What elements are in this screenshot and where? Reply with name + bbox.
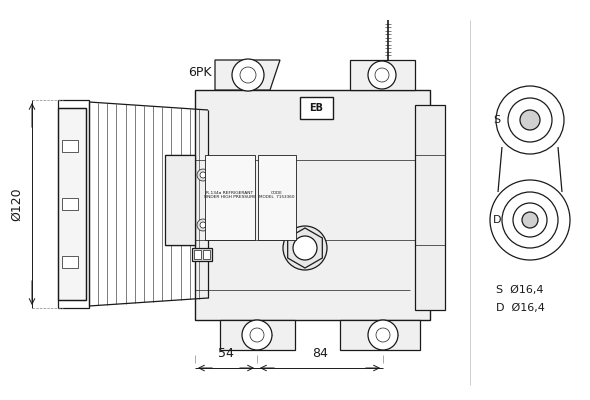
Circle shape	[197, 169, 209, 181]
Circle shape	[376, 328, 390, 342]
Text: R-134a REFRIGERANT
UNDER HIGH PRESSURE: R-134a REFRIGERANT UNDER HIGH PRESSURE	[204, 191, 256, 199]
Ellipse shape	[490, 180, 570, 260]
Bar	[192, 248, 212, 261]
Polygon shape	[288, 228, 322, 268]
Circle shape	[240, 67, 256, 83]
Text: 84: 84	[312, 347, 328, 360]
Bar	[205, 155, 255, 240]
Polygon shape	[220, 320, 295, 350]
Bar	[194, 250, 201, 259]
Circle shape	[293, 236, 317, 260]
Bar	[203, 250, 210, 259]
Circle shape	[375, 68, 389, 82]
Circle shape	[283, 226, 327, 270]
Bar	[58, 108, 86, 300]
Text: 54: 54	[218, 347, 234, 360]
Bar	[165, 155, 195, 245]
Circle shape	[522, 212, 538, 228]
Text: EB: EB	[309, 103, 323, 113]
Text: S  Ø16,4: S Ø16,4	[496, 285, 543, 295]
Circle shape	[250, 328, 264, 342]
Circle shape	[368, 320, 398, 350]
Text: D: D	[493, 215, 502, 225]
Circle shape	[520, 110, 540, 130]
Bar	[195, 90, 430, 320]
Bar	[300, 97, 333, 119]
Polygon shape	[350, 60, 415, 90]
Text: 6PK: 6PK	[188, 66, 212, 78]
Bar	[58, 100, 89, 308]
Text: CODE
MODEL  7153360: CODE MODEL 7153360	[259, 191, 295, 199]
Bar	[62, 198, 78, 210]
Text: S: S	[493, 115, 500, 125]
Bar	[62, 140, 78, 152]
Bar	[258, 155, 296, 240]
Polygon shape	[340, 320, 420, 350]
Polygon shape	[215, 60, 280, 90]
Circle shape	[368, 61, 396, 89]
Circle shape	[197, 219, 209, 231]
Ellipse shape	[496, 86, 564, 154]
Bar	[415, 105, 445, 310]
Text: Ø120: Ø120	[11, 187, 24, 221]
Circle shape	[242, 320, 272, 350]
Circle shape	[502, 192, 558, 248]
Bar	[62, 256, 78, 268]
Circle shape	[200, 222, 206, 228]
Circle shape	[513, 203, 547, 237]
Bar	[195, 90, 430, 320]
Circle shape	[200, 172, 206, 178]
Circle shape	[232, 59, 264, 91]
Circle shape	[508, 98, 552, 142]
Text: D  Ø16,4: D Ø16,4	[496, 303, 545, 313]
